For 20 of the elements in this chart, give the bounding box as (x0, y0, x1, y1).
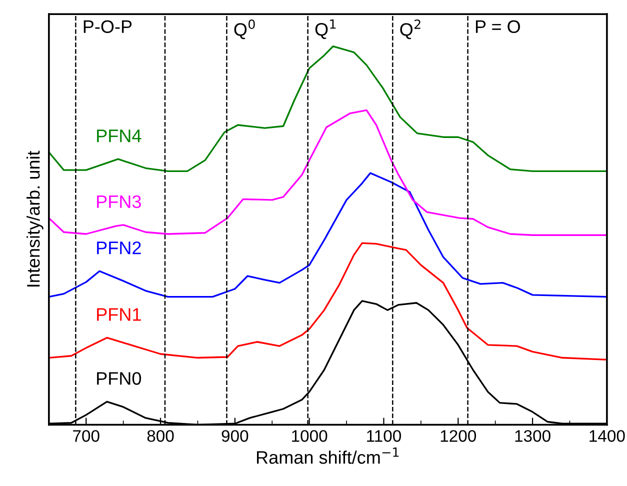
series-label: PFN2 (97, 241, 141, 254)
ref-line-label: Q$^{2}$ (400, 19, 420, 40)
series-label: PFN0 (97, 372, 142, 385)
ref-line-label: P-O-P (84, 20, 132, 34)
x-tick-label: 1400 (590, 430, 625, 442)
x-tick-label: 1300 (515, 430, 550, 442)
ref-line-label: Q$^{0}$ (234, 19, 255, 40)
series-label: PFN3 (97, 195, 141, 208)
x-tick-label: 700 (73, 430, 100, 442)
y-axis-title: Intensity/arb. unit (26, 150, 44, 287)
x-tick-label: 1100 (367, 430, 401, 442)
x-tick-label: 1200 (440, 430, 476, 442)
x-tick-label: 900 (222, 430, 248, 442)
series-label: PFN1 (97, 308, 141, 321)
x-tick-label: 1000 (292, 430, 328, 442)
x-tick-label: 800 (147, 430, 174, 442)
ref-line-label: Q$^{1}$ (315, 19, 336, 39)
series-label: PFN4 (97, 130, 142, 142)
ref-line-label: P = O (476, 20, 520, 34)
x-axis-title: Raman shift/cm$^{−1}$ (257, 448, 399, 464)
